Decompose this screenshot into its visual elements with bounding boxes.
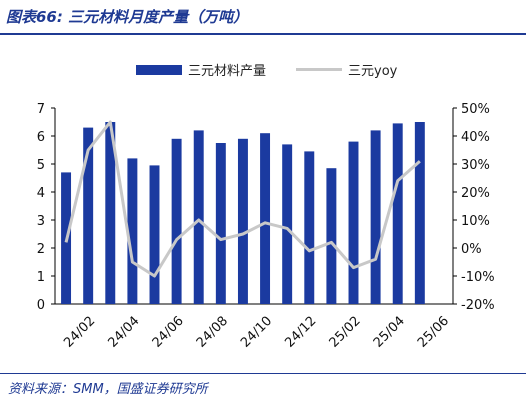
bar: [392, 123, 403, 305]
legend-label-yoy: 三元yoy: [348, 64, 398, 79]
x-tick-label: 25/04: [371, 314, 408, 351]
y-right-tick-label: 10%: [461, 214, 490, 229]
bar: [348, 141, 359, 304]
y-right-tick-label: 40%: [461, 130, 490, 145]
x-tick-label: 25/02: [327, 314, 364, 351]
y-right-tick-label: -20%: [461, 298, 495, 313]
title-rule: [0, 33, 526, 35]
source-note: 资料来源：SMM，国盛证券研究所: [8, 382, 208, 397]
bar: [193, 130, 204, 304]
y-left-tick-label: 7: [37, 102, 45, 117]
bar: [304, 151, 315, 304]
y-left-tick-label: 0: [37, 298, 45, 313]
x-tick-label: 25/06: [415, 314, 452, 351]
y-left-tick-label: 1: [37, 270, 45, 285]
bar: [326, 168, 337, 304]
y-left-tick-label: 4: [37, 186, 45, 201]
x-tick-label: 24/12: [282, 314, 319, 351]
legend-item-production: 三元材料产量: [136, 60, 266, 79]
y-right-tick-label: 20%: [461, 186, 490, 201]
y-left-tick-label: 3: [37, 214, 45, 229]
legend: 三元材料产量 三元yoy: [0, 60, 526, 80]
legend-label-production: 三元材料产量: [188, 64, 267, 79]
bar: [215, 143, 226, 304]
x-tick-label: 24/06: [150, 314, 187, 351]
bar: [149, 165, 160, 304]
bar: [370, 130, 381, 304]
legend-swatch-line: [296, 68, 342, 71]
y-left-tick-label: 6: [37, 130, 45, 145]
bar: [171, 138, 182, 304]
x-tick-label: 24/10: [238, 314, 275, 351]
y-right-tick-label: 0%: [461, 242, 482, 257]
bar: [83, 127, 94, 304]
yoy-line: [64, 120, 421, 278]
y-right-tick-label: 30%: [461, 158, 490, 173]
chart-title: 图表66: 三元材料月度产量（万吨）: [6, 8, 249, 26]
legend-item-yoy: 三元yoy: [296, 60, 397, 79]
bar: [237, 138, 248, 304]
bar: [127, 158, 138, 304]
x-tick-label: 24/04: [105, 314, 142, 351]
bar: [260, 133, 271, 304]
y-right-tick-label: -10%: [461, 270, 495, 285]
bar: [105, 122, 116, 304]
y-left-tick-label: 2: [37, 242, 45, 257]
legend-swatch-bar: [136, 64, 182, 75]
footer-rule: [0, 373, 526, 374]
bar: [282, 144, 293, 304]
bar: [414, 122, 425, 304]
y-right-tick-label: 50%: [461, 102, 490, 117]
x-tick-label: 24/08: [194, 314, 231, 351]
y-left-tick-label: 5: [37, 158, 45, 173]
x-tick-label: 24/02: [61, 314, 98, 351]
